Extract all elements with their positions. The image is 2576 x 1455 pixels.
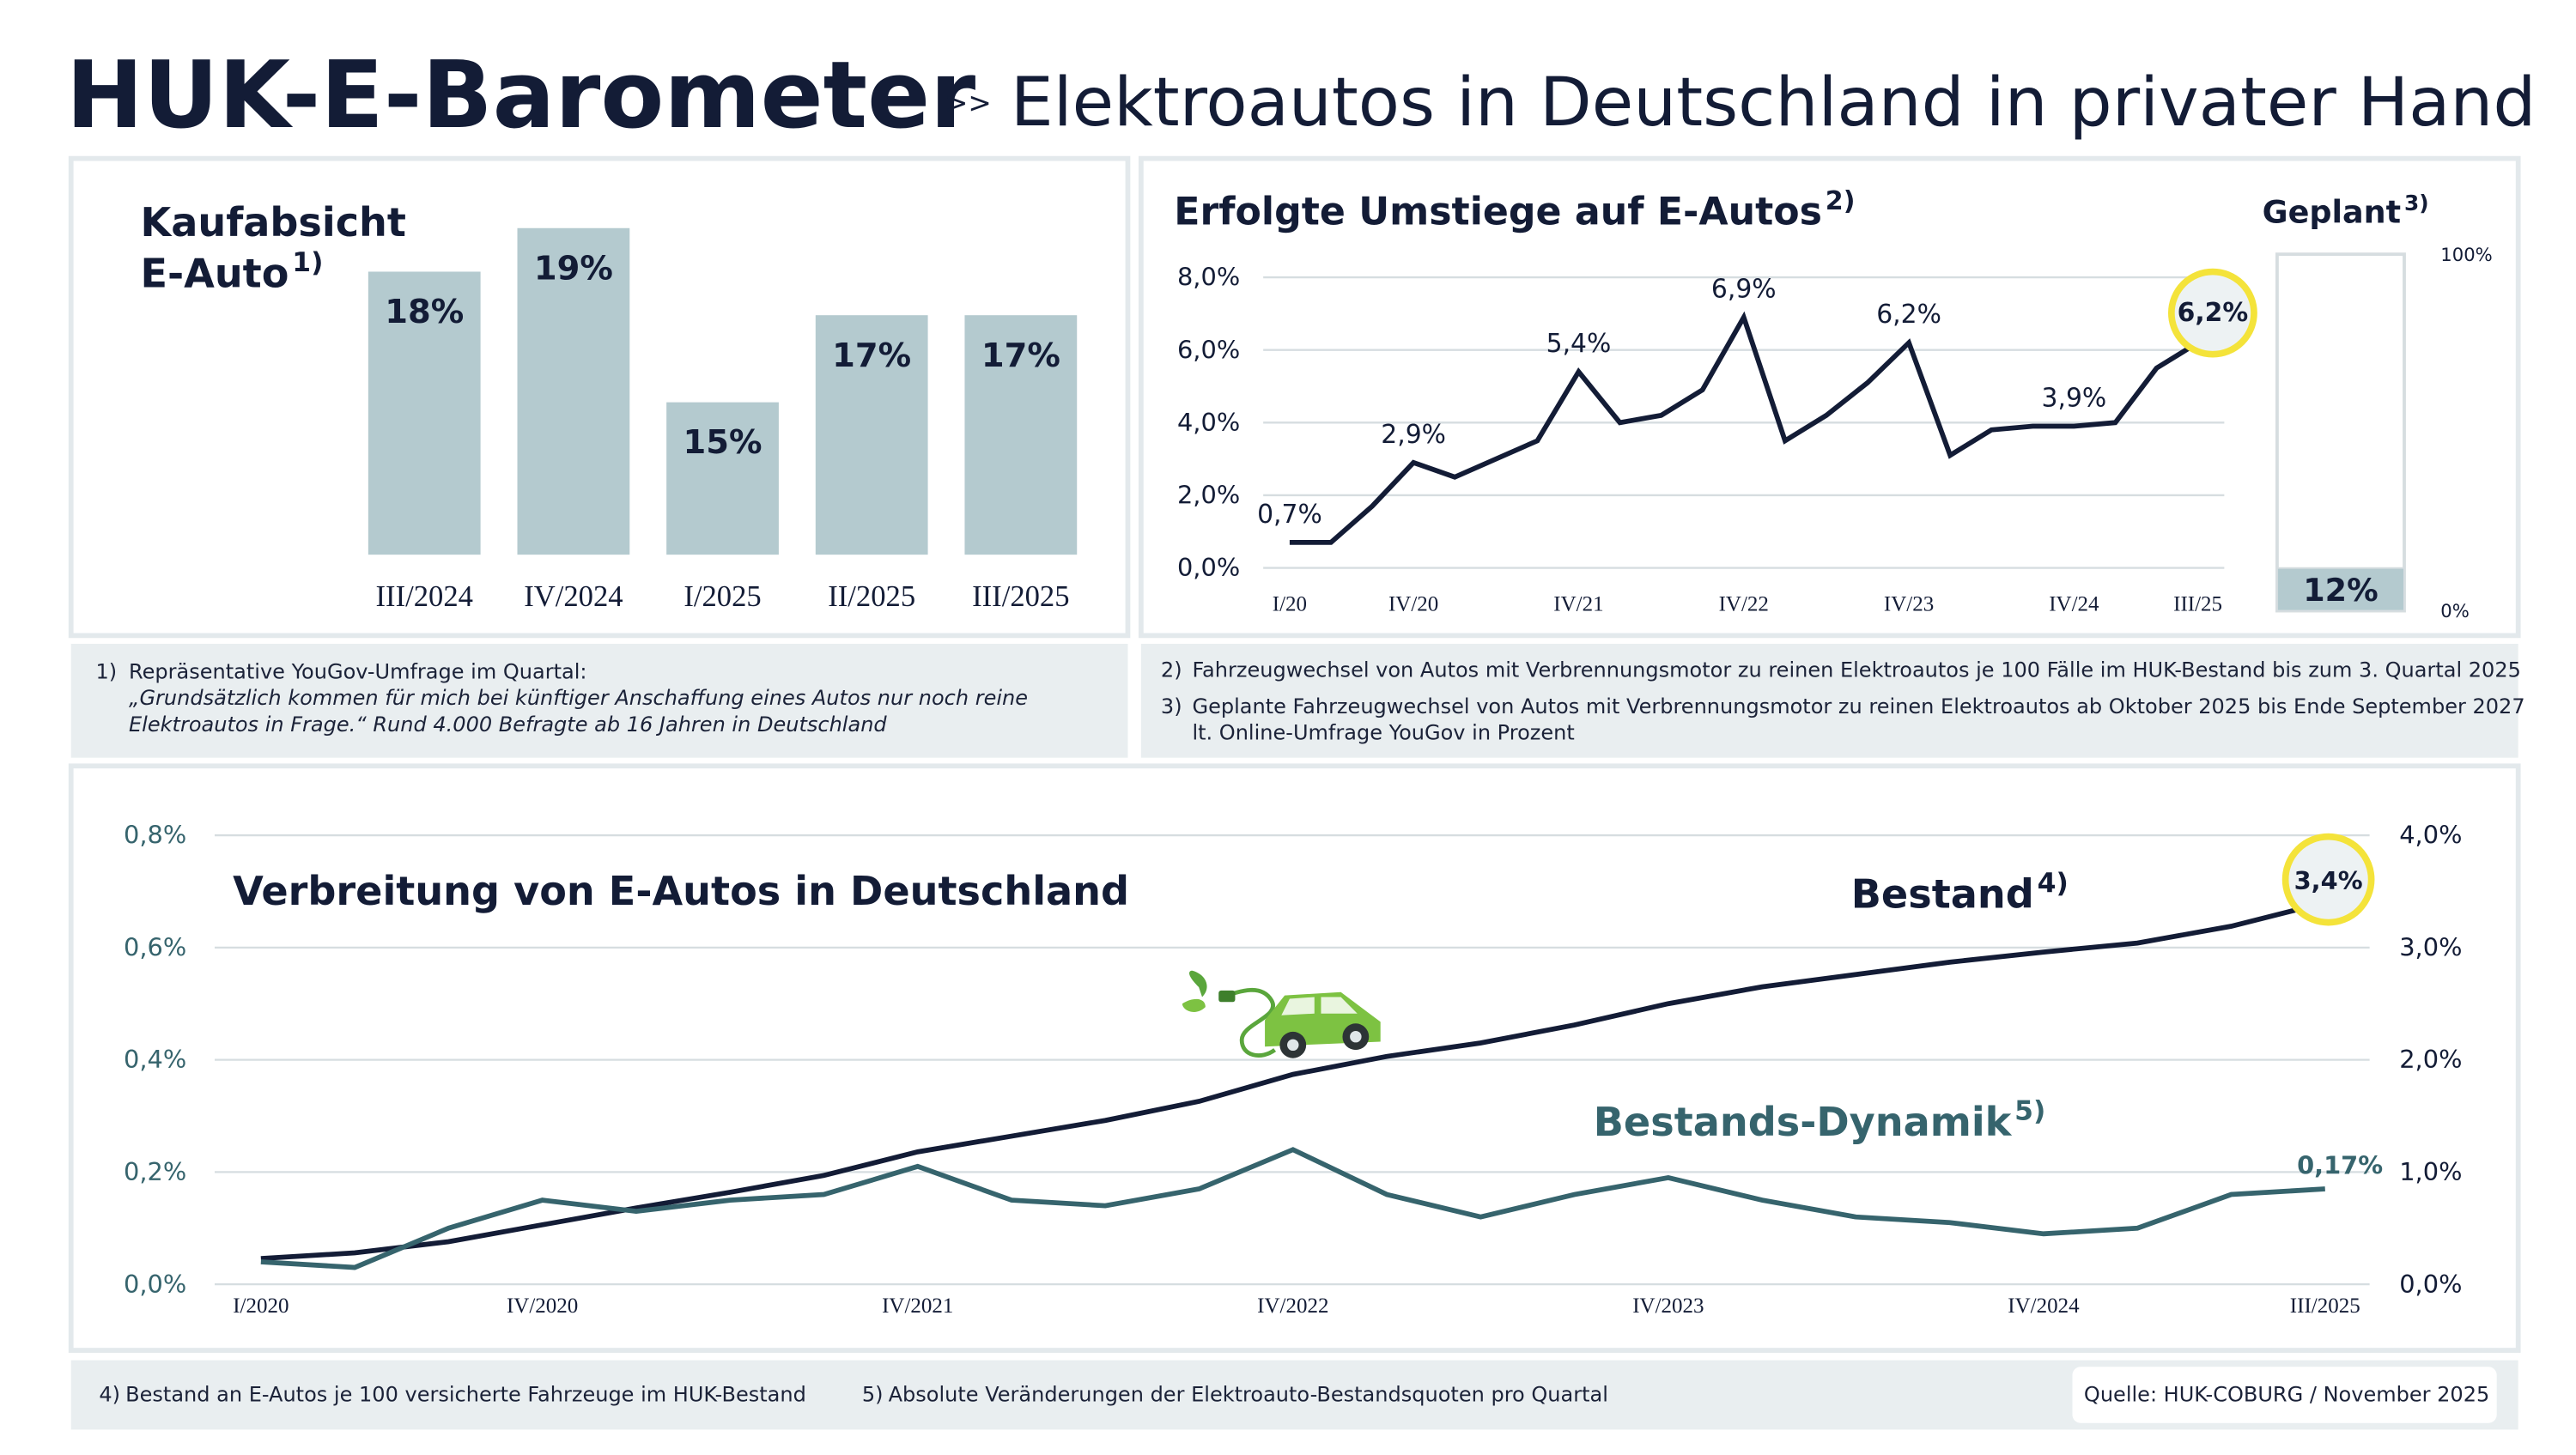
source: Quelle: HUK-COBURG / November 2025 (2084, 1383, 2489, 1407)
value-label: 17% (981, 336, 1060, 375)
y-tick-label: 2,0% (1177, 481, 1240, 510)
footnote-box (70, 644, 1128, 758)
footnote-box (1140, 644, 2518, 758)
y-tick-label: 0,6% (124, 932, 186, 961)
footnote-ref: 1) (292, 247, 323, 278)
footnote-text: Elektroautos in Frage.“ Rund 4.000 Befra… (129, 712, 887, 737)
x-tick-label: III/2025 (972, 580, 1069, 613)
value-label: 2,9% (1381, 420, 1446, 450)
separator: >> (945, 87, 992, 119)
footnote-marker: 3) (1161, 694, 1182, 718)
value-label: 0,17% (2297, 1151, 2383, 1180)
y2-tick-label: 2,0% (2399, 1045, 2462, 1074)
value-label: 19% (534, 249, 613, 288)
value-label: 17% (832, 336, 911, 375)
value-label: 6,9% (1711, 275, 1777, 305)
x-tick-label: I/20 (1273, 593, 1307, 616)
footnote-marker: 2) (1161, 658, 1182, 682)
footnote-ref: 2) (1826, 186, 1856, 216)
x-tick-label: II/2025 (828, 580, 915, 613)
value-label: 5,4% (1546, 329, 1612, 359)
footnote-text: Geplante Fahrzeugwechsel von Autos mit V… (1192, 694, 2524, 718)
page-subtitle: Elektroautos in Deutschland in privater … (1011, 63, 2536, 142)
y-tick-label: 0,4% (124, 1045, 186, 1074)
page-title: HUK-E-Barometer (66, 42, 975, 149)
y-tick-label: 0% (2440, 600, 2470, 621)
x-tick-label: I/2025 (683, 580, 761, 613)
footnote-marker: 1) (96, 659, 118, 683)
line (260, 1147, 2325, 1270)
footnote-marker: 4) (99, 1383, 120, 1407)
y-tick-label: 0,2% (124, 1157, 186, 1186)
chart-title: E-Auto (140, 251, 289, 297)
chart-title: Kaufabsicht (140, 199, 406, 246)
y-tick-label: 4,0% (1177, 408, 1240, 437)
x-tick-label: IV/22 (1719, 593, 1769, 616)
x-tick-label: III/25 (2173, 593, 2222, 616)
x-tick-label: III/2025 (2290, 1294, 2360, 1318)
bar (2275, 567, 2405, 612)
x-tick-label: IV/23 (1884, 593, 1934, 616)
line (260, 900, 2326, 1261)
y2-tick-label: 0,0% (2399, 1270, 2462, 1299)
y-tick-label: 6,0% (1177, 335, 1240, 364)
value-label: 0,7% (1257, 500, 1322, 530)
x-tick-label: IV/2024 (524, 580, 623, 613)
bar (815, 315, 928, 555)
x-tick-label: IV/2020 (507, 1294, 578, 1318)
panel (1138, 155, 2521, 639)
source-box (2072, 1367, 2497, 1423)
y-tick-label: 0,8% (124, 821, 186, 850)
value-label: 6,2% (1876, 300, 1941, 330)
highlight-ring (2167, 268, 2257, 358)
y-tick-label: 0,0% (1177, 553, 1240, 582)
highlight-ring (2281, 833, 2375, 926)
y2-tick-label: 3,0% (2399, 932, 2462, 961)
x-tick-label: IV/2021 (882, 1294, 953, 1318)
x-tick-label: IV/2023 (1632, 1294, 1704, 1318)
footnote-ref: 4) (2038, 868, 2069, 899)
footnote-text: lt. Online-Umfrage YouGov in Prozent (1192, 721, 1574, 745)
footnote-text: Repräsentative YouGov-Umfrage im Quartal… (129, 659, 586, 683)
x-tick-label: IV/20 (1388, 593, 1438, 616)
footnote-ref: 3) (2404, 191, 2429, 215)
x-tick-label: IV/2024 (2008, 1294, 2080, 1318)
value-label: 15% (683, 423, 762, 462)
y-tick-label: 100% (2440, 244, 2492, 265)
x-tick-label: I/2020 (233, 1294, 289, 1318)
bar (666, 402, 779, 555)
line (1289, 311, 2200, 545)
footnote-text: Fahrzeugwechsel von Autos mit Verbrennun… (1192, 658, 2520, 682)
legend-label: Bestand (1851, 871, 2034, 918)
chart-title: Verbreitung von E-Autos in Deutschland (233, 868, 1129, 914)
footnote-ref: 5) (2014, 1096, 2045, 1127)
value-label: 18% (385, 293, 464, 331)
chart-title: Geplant (2263, 194, 2402, 231)
value-label: 3,9% (2042, 383, 2107, 413)
value-label: 6,2% (2178, 298, 2249, 328)
x-tick-label: IV/21 (1553, 593, 1603, 616)
value-label: 3,4% (2294, 866, 2363, 895)
y-tick-label: 8,0% (1177, 263, 1240, 292)
footnote-marker: 5) (862, 1383, 884, 1407)
x-tick-label: IV/24 (2049, 593, 2099, 616)
bar (517, 227, 630, 555)
y-tick-label: 0,0% (124, 1270, 186, 1299)
legend-label: Bestands-Dynamik (1594, 1099, 2013, 1145)
x-tick-label: IV/2022 (1257, 1294, 1328, 1318)
panel (68, 763, 2521, 1353)
bar (964, 315, 1078, 555)
footnote-text: Absolute Veränderungen der Elektroauto-B… (889, 1383, 1608, 1407)
chart-title: Erfolgte Umstiege auf E-Autos (1174, 191, 1822, 234)
y2-tick-label: 4,0% (2399, 821, 2462, 850)
value-label: 12% (2303, 572, 2378, 609)
footnote-text: Bestand an E-Autos je 100 versicherte Fa… (125, 1383, 806, 1407)
car-icon (1182, 970, 1381, 1058)
footnote-text: „Grundsätzlich kommen für mich bei künft… (129, 686, 1028, 710)
x-tick-label: III/2024 (376, 580, 473, 613)
y2-tick-label: 1,0% (2399, 1157, 2462, 1186)
bar (368, 271, 481, 555)
